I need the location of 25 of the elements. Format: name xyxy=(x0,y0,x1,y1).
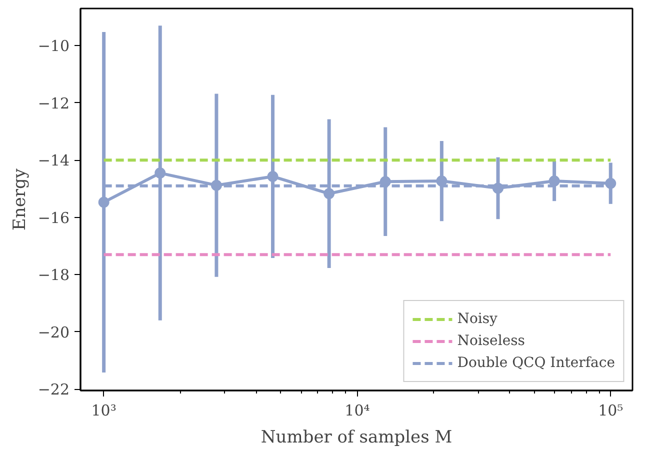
legend-label: Double QCQ Interface xyxy=(457,355,615,371)
point xyxy=(210,180,222,191)
legend-label: Noiseless xyxy=(457,333,525,349)
point xyxy=(548,176,560,187)
y-axis-title: Energy xyxy=(10,168,30,231)
x-tick-label: 10⁵ xyxy=(598,402,624,420)
y-tick-label: −12 xyxy=(38,94,70,112)
y-tick-label: −14 xyxy=(38,152,70,170)
point xyxy=(324,188,335,200)
y-tick-label: −22 xyxy=(38,380,70,399)
point xyxy=(605,178,616,189)
point xyxy=(436,176,448,187)
point xyxy=(154,168,166,179)
x-axis-title: Number of samples M xyxy=(260,428,452,448)
y-tick-label: −20 xyxy=(38,323,70,342)
y-tick-label: −16 xyxy=(38,208,70,227)
x-tick-label: 10⁴ xyxy=(344,402,370,420)
y-tick-label: −18 xyxy=(38,266,70,284)
y-tick-label: −10 xyxy=(38,37,70,56)
point xyxy=(98,196,110,208)
legend-label: Noisy xyxy=(457,311,498,327)
point xyxy=(492,182,504,194)
point xyxy=(267,170,278,182)
point xyxy=(380,176,391,188)
x-tick-label: 10³ xyxy=(91,402,116,420)
